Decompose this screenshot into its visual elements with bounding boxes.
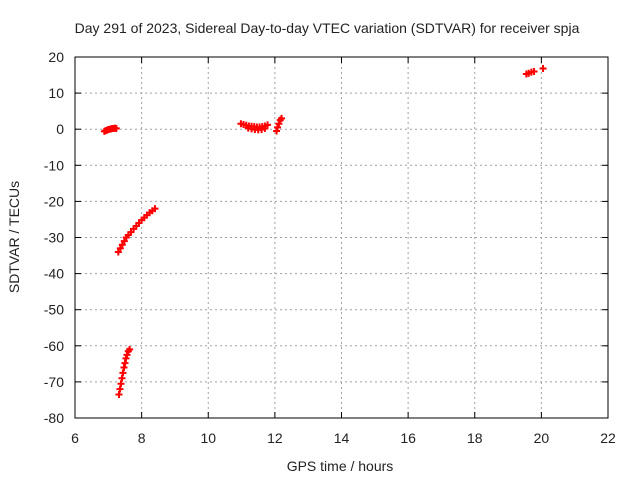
data-point xyxy=(116,244,124,252)
data-point xyxy=(278,114,286,122)
data-point xyxy=(274,123,282,131)
x-tick-label: 20 xyxy=(534,430,550,446)
y-tick-label: -60 xyxy=(44,338,64,354)
y-tick-label: -70 xyxy=(44,374,64,390)
axis-ticks xyxy=(74,56,609,419)
data-point xyxy=(539,65,547,73)
y-tick-label: 10 xyxy=(48,85,64,101)
x-tick-label: 10 xyxy=(200,430,216,446)
data-point xyxy=(275,120,283,128)
data-point xyxy=(530,67,538,75)
x-axis-label: GPS time / hours xyxy=(287,458,394,474)
y-axis-label: SDTVAR / TECUs xyxy=(6,181,22,293)
y-tick-label: -80 xyxy=(44,410,64,426)
x-tick-label: 14 xyxy=(334,430,350,446)
y-tick-label: 20 xyxy=(48,49,64,65)
y-tick-label: 0 xyxy=(56,121,64,137)
data-point xyxy=(126,345,134,353)
data-point xyxy=(114,248,122,256)
data-point xyxy=(123,351,131,359)
data-point xyxy=(151,205,159,213)
data-point xyxy=(112,124,120,132)
chart-title: Day 291 of 2023, Sidereal Day-to-day VTE… xyxy=(75,20,580,36)
y-tick-label: -40 xyxy=(44,266,64,282)
y-tick-label: -30 xyxy=(44,230,64,246)
x-tick-label: 22 xyxy=(600,430,616,446)
x-tick-label: 6 xyxy=(71,430,79,446)
data-point xyxy=(118,241,126,249)
data-points xyxy=(100,65,547,399)
data-point xyxy=(120,237,128,245)
x-tick-label: 8 xyxy=(138,430,146,446)
tick-labels: 6 8 10 12 14 16 18 20 22 -80 -70 -60 -50 -40 -30 -20 -10… xyxy=(44,49,616,446)
x-tick-label: 18 xyxy=(467,430,483,446)
data-point xyxy=(264,121,272,129)
y-tick-label: -50 xyxy=(44,302,64,318)
x-tick-label: 12 xyxy=(267,430,283,446)
y-tick-label: -20 xyxy=(44,193,64,209)
data-point xyxy=(261,124,269,132)
grid-lines xyxy=(75,57,608,418)
y-tick-label: -10 xyxy=(44,157,64,173)
x-tick-label: 16 xyxy=(400,430,416,446)
